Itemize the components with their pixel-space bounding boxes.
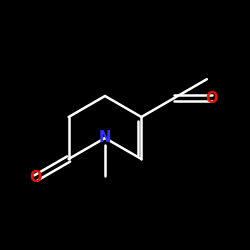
Text: O: O [206, 90, 218, 106]
Text: O: O [30, 170, 42, 186]
Text: N: N [99, 130, 111, 146]
